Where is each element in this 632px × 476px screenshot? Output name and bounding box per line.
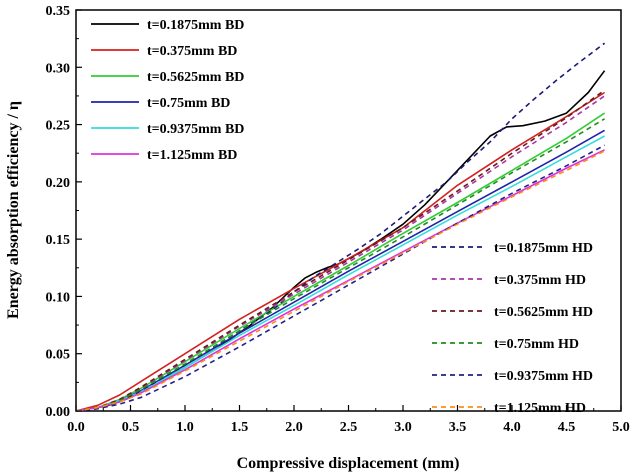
legend-label-hd: t=0.1875mm HD [494,241,593,256]
x-tick-label: 1.5 [231,420,249,435]
series-line-t-1-125mm-bd [75,149,605,412]
legend-label-hd: t=0.75mm HD [494,337,579,352]
y-tick-label: 0.10 [46,290,71,305]
series-line-t-1-125mm-hd [75,150,605,412]
legend-label-bd: t=0.9375mm BD [147,122,244,137]
x-tick-label: 0.5 [122,420,140,435]
y-tick-label: 0.25 [46,119,71,134]
legend-label-hd: t=0.5625mm HD [494,305,593,320]
plot-area [75,9,622,412]
legend-layer: t=0.1875mm BD t=0.375mm BD t=0.5625mm BD t=… [91,18,593,416]
y-axis-title: Energy absorption efficiency / η [5,101,22,319]
legend-label-hd: t=1.125mm HD [494,401,586,416]
series-line-t-0-1875mm-hd [75,42,606,412]
series-line-t-0-375mm-bd [75,91,606,412]
axis-layer: 0.0 0.5 1.0 1.5 2.0 2.5 3.0 3.5 4.0 4.5 5.0 0.00 0.0… [46,4,630,435]
legend-label-bd: t=1.125mm BD [147,148,237,163]
x-tick-label: 4.0 [503,420,521,435]
series-line-t-0-5625mm-hd [75,89,606,412]
legend-label-hd: t=0.9375mm HD [494,369,593,384]
y-tick-label: 0.35 [46,4,71,19]
legend-label-hd: t=0.375mm HD [494,273,586,288]
x-axis-title: Compressive displacement (mm) [237,455,460,472]
legend-label-bd: t=0.75mm BD [147,96,230,111]
x-tick-label: 5.0 [612,420,630,435]
series-line-t-0-75mm-hd [75,118,606,412]
series-line-t-0-9375mm-hd [75,144,605,412]
y-tick-label: 0.00 [46,405,71,420]
x-tick-label: 3.5 [449,420,467,435]
x-tick-label: 2.5 [340,420,358,435]
y-tick-label: 0.20 [46,176,71,191]
x-tick-label: 1.0 [176,420,194,435]
y-tick-label: 0.30 [46,61,71,76]
series-line-t-0-9375mm-bd [75,135,605,412]
series-layer [75,42,606,412]
legend-label-bd: t=0.1875mm BD [147,18,244,33]
y-tick-label: 0.05 [46,348,71,363]
x-tick-label: 0.0 [67,420,85,435]
legend-label-bd: t=0.375mm BD [147,44,237,59]
y-tick-label: 0.15 [46,233,71,248]
legend-label-bd: t=0.5625mm BD [147,70,244,85]
x-tick-label: 3.0 [394,420,412,435]
x-tick-label: 2.0 [285,420,303,435]
x-tick-label: 4.5 [558,420,576,435]
